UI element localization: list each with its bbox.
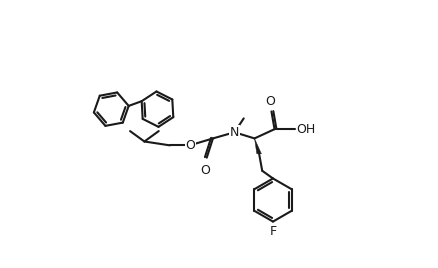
Text: F: F (269, 225, 276, 239)
Text: O: O (265, 95, 275, 108)
Text: O: O (186, 139, 195, 152)
Text: N: N (230, 126, 239, 139)
Text: O: O (200, 164, 210, 177)
Polygon shape (254, 138, 261, 154)
Text: OH: OH (296, 123, 315, 136)
